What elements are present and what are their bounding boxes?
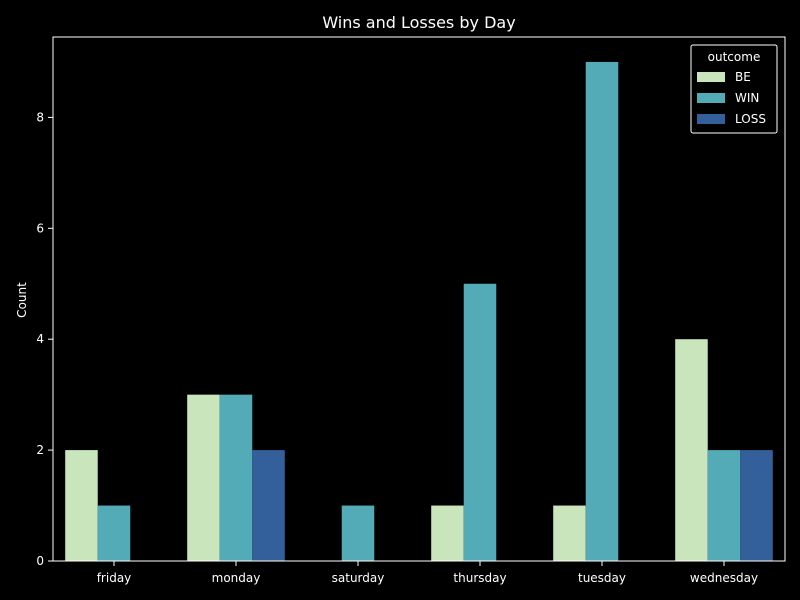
legend-label-win: WIN	[735, 91, 759, 105]
x-tick-label-saturday: saturday	[332, 571, 385, 585]
legend-label-be: BE	[735, 70, 751, 84]
bar-win-saturday	[341, 505, 375, 561]
bar-win-monday	[219, 394, 253, 561]
legend-swatch-win	[697, 93, 725, 103]
bar-be-wednesday	[675, 339, 708, 561]
bar-loss-wednesday	[740, 450, 773, 561]
legend-box	[690, 44, 778, 134]
bar-win-friday	[97, 505, 131, 561]
y-tick-label: 8	[36, 110, 44, 124]
x-axis: friday monday saturday thursday tuesday wedne…	[97, 561, 758, 585]
x-tick-label-friday: friday	[97, 571, 132, 585]
x-tick-label-thursday: thursday	[453, 571, 506, 585]
legend-swatch-be	[697, 72, 725, 82]
y-tick-label: 6	[36, 221, 44, 235]
bar-win-wednesday	[707, 450, 741, 561]
bar-be-friday	[65, 450, 98, 561]
bar-be-thursday	[431, 505, 464, 561]
legend-title: outcome	[708, 50, 761, 64]
y-tick-label: 2	[36, 443, 44, 457]
y-axis-label: Count	[15, 282, 29, 318]
chart-title: Wins and Losses by Day	[322, 13, 515, 32]
x-tick-label-wednesday: wednesday	[690, 571, 758, 585]
bar-win-tuesday	[585, 61, 619, 561]
bar-be-tuesday	[553, 505, 586, 561]
bars-group	[65, 61, 773, 561]
y-tick-label: 0	[36, 554, 44, 568]
x-tick-label-tuesday: tuesday	[578, 571, 626, 585]
bar-be-monday	[187, 394, 220, 561]
legend-swatch-loss	[697, 114, 725, 124]
y-axis: 0 2 4 6 8	[36, 110, 53, 568]
y-tick-label: 4	[36, 332, 44, 346]
bar-loss-monday	[252, 450, 285, 561]
bar-win-thursday	[463, 283, 497, 561]
legend-label-loss: LOSS	[735, 112, 766, 126]
legend: outcome BE WIN LOSS	[690, 44, 778, 134]
x-tick-label-monday: monday	[212, 571, 261, 585]
plot-frame	[52, 36, 786, 562]
